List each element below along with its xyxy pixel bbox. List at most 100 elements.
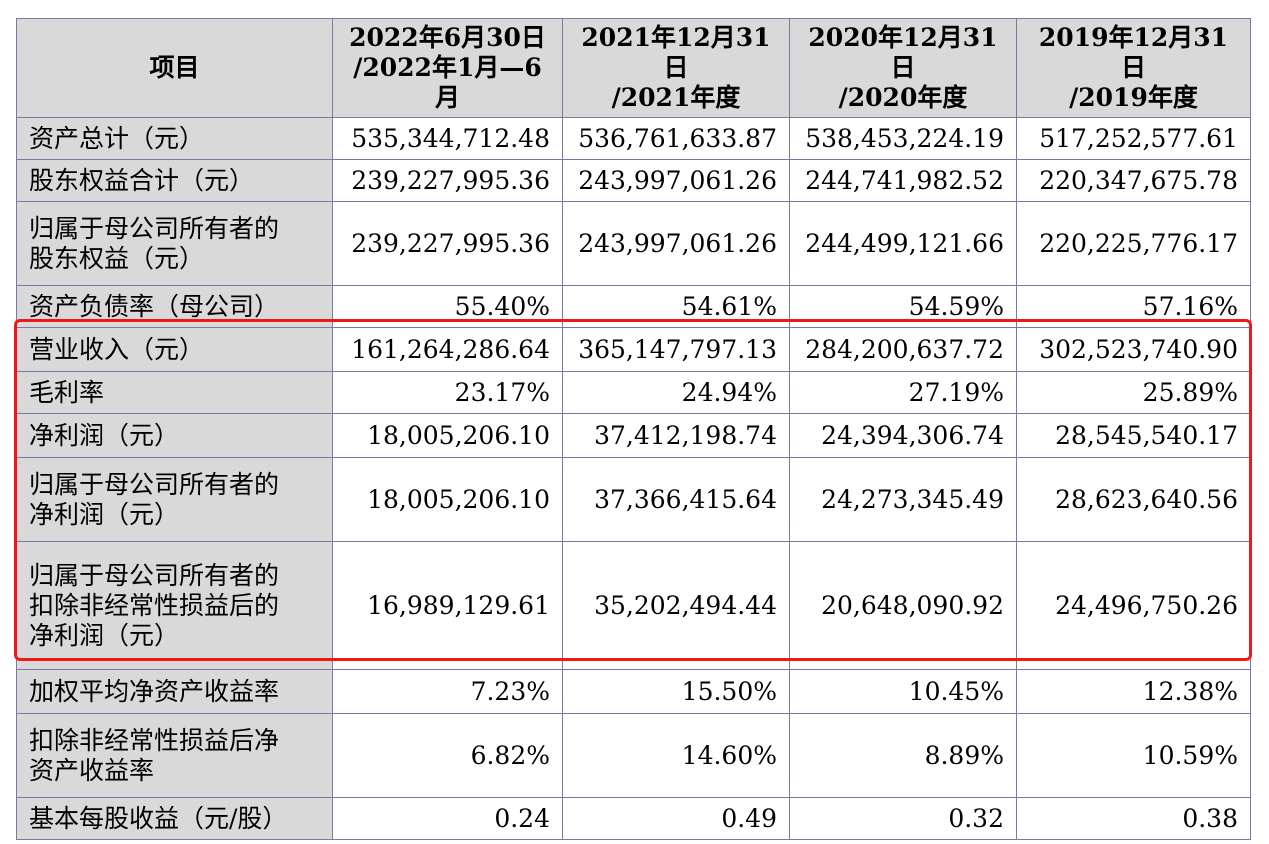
header-row: 项目 2022年6月30日 /2022年1月—6月 2021年12月31日 /2… [16,18,1251,118]
row-value: 10.59% [1016,713,1251,798]
row-value: 243,997,061.26 [562,201,790,286]
row-label-line: 基本每股收益（元/股） [29,803,288,833]
row-value: 24,273,345.49 [789,457,1017,542]
row-value: 20,648,090.92 [789,541,1017,670]
table-row: 基本每股收益（元/股） 0.24 0.49 0.32 0.38 [16,797,1251,840]
row-value: 284,200,637.72 [789,327,1017,372]
row-value: 239,227,995.36 [332,201,563,286]
row-value: 55.40% [332,285,563,328]
financial-summary-table: 项目 2022年6月30日 /2022年1月—6月 2021年12月31日 /2… [16,18,1251,840]
row-value: 0.49 [562,797,790,840]
table-row: 扣除非经常性损益后净 资产收益率 6.82% 14.60% 8.89% 10.59% [16,713,1251,798]
row-value: 365,147,797.13 [562,327,790,372]
table-row: 净利润（元） 18,005,206.10 37,412,198.74 24,394,3… [16,413,1251,458]
header-period-2021: 2021年12月31日 /2021年度 [562,18,790,118]
row-label: 股东权益合计（元） [16,159,333,202]
row-value: 243,997,061.26 [562,159,790,202]
row-value: 24,496,750.26 [1016,541,1251,670]
header-period-line1: 2022年6月30日 [349,23,546,52]
row-label: 归属于母公司所有者的 扣除非经常性损益后的 净利润（元） [16,541,333,670]
row-value: 57.16% [1016,285,1251,328]
row-value: 7.23% [332,669,563,714]
row-label: 资产负债率（母公司） [16,285,333,328]
row-value: 25.89% [1016,371,1251,414]
row-label: 资产总计（元） [16,117,333,160]
row-value: 10.45% [789,669,1017,714]
row-label-line: 归属于母公司所有者的 [29,469,280,499]
row-label-line: 毛利率 [29,377,105,407]
row-value: 24,394,306.74 [789,413,1017,458]
row-value: 517,252,577.61 [1016,117,1251,160]
row-value: 239,227,995.36 [332,159,563,202]
row-label-line: 扣除非经常性损益后的 [29,590,280,620]
row-value: 16,989,129.61 [332,541,563,670]
row-label-line: 股东权益合计（元） [29,165,255,195]
row-label-line: 股东权益（元） [29,243,205,273]
header-period-line1: 2020年12月31日 [808,23,998,82]
row-value: 161,264,286.64 [332,327,563,372]
row-label: 扣除非经常性损益后净 资产收益率 [16,713,333,798]
row-label: 加权平均净资产收益率 [16,669,333,714]
row-value: 27.19% [789,371,1017,414]
row-value: 54.61% [562,285,790,328]
row-label-line: 净利润（元） [29,420,180,450]
row-label-line: 资产负债率（母公司） [29,291,280,321]
table-row: 归属于母公司所有者的 股东权益（元） 239,227,995.36 243,997,0… [16,201,1251,286]
header-period-line2: /2021年度 [611,83,741,112]
header-period-line2: /2022年1月—6月 [353,53,542,112]
table-row: 股东权益合计（元） 239,227,995.36 243,997,061.26 244… [16,159,1251,202]
table-row: 毛利率 23.17% 24.94% 27.19% 25.89% [16,371,1251,414]
row-value: 12.38% [1016,669,1251,714]
row-value: 24.94% [562,371,790,414]
row-label: 毛利率 [16,371,333,414]
row-label-line: 资产总计（元） [29,123,205,153]
row-value: 302,523,740.90 [1016,327,1251,372]
row-value: 220,347,675.78 [1016,159,1251,202]
row-value: 535,344,712.48 [332,117,563,160]
table-row: 营业收入（元） 161,264,286.64 365,147,797.13 284,2… [16,327,1251,372]
row-label-line: 营业收入（元） [29,334,205,364]
row-value: 536,761,633.87 [562,117,790,160]
header-period-2020: 2020年12月31日 /2020年度 [789,18,1017,118]
table-row: 资产总计（元） 535,344,712.48 536,761,633.87 538,4… [16,117,1251,160]
table-row: 加权平均净资产收益率 7.23% 15.50% 10.45% 12.38% [16,669,1251,714]
row-label-line: 扣除非经常性损益后净 [29,725,280,755]
row-value: 6.82% [332,713,563,798]
header-period-line2: /2019年度 [1069,83,1198,112]
header-item: 项目 [16,18,333,118]
row-value: 8.89% [789,713,1017,798]
row-value: 14.60% [562,713,790,798]
row-value: 18,005,206.10 [332,457,563,542]
header-period-line1: 2019年12月31日 [1038,23,1229,82]
row-label-line: 加权平均净资产收益率 [29,676,280,706]
header-period-2022h1: 2022年6月30日 /2022年1月—6月 [332,18,563,118]
row-value: 244,741,982.52 [789,159,1017,202]
table-row: 归属于母公司所有者的 扣除非经常性损益后的 净利润（元） 16,989,129.61 3… [16,541,1251,670]
row-label: 营业收入（元） [16,327,333,372]
row-label: 净利润（元） [16,413,333,458]
row-value: 244,499,121.66 [789,201,1017,286]
row-value: 35,202,494.44 [562,541,790,670]
row-value: 37,366,415.64 [562,457,790,542]
header-period-line2: /2020年度 [838,83,968,112]
table-row: 归属于母公司所有者的 净利润（元） 18,005,206.10 37,366,415.… [16,457,1251,542]
row-label-line: 净利润（元） [29,620,180,650]
header-period-line1: 2021年12月31日 [581,23,771,82]
row-value: 0.38 [1016,797,1251,840]
header-period-2019: 2019年12月31日 /2019年度 [1016,18,1251,118]
table-row: 资产负债率（母公司） 55.40% 54.61% 54.59% 57.16% [16,285,1251,328]
row-value: 37,412,198.74 [562,413,790,458]
row-value: 0.32 [789,797,1017,840]
row-label: 归属于母公司所有者的 股东权益（元） [16,201,333,286]
row-value: 15.50% [562,669,790,714]
row-value: 28,623,640.56 [1016,457,1251,542]
row-value: 538,453,224.19 [789,117,1017,160]
row-value: 220,225,776.17 [1016,201,1251,286]
row-value: 0.24 [332,797,563,840]
row-label: 归属于母公司所有者的 净利润（元） [16,457,333,542]
row-label-line: 资产收益率 [29,755,155,785]
row-label: 基本每股收益（元/股） [16,797,333,840]
row-value: 23.17% [332,371,563,414]
row-label-line: 净利润（元） [29,499,180,529]
row-label-line: 归属于母公司所有者的 [29,560,280,590]
